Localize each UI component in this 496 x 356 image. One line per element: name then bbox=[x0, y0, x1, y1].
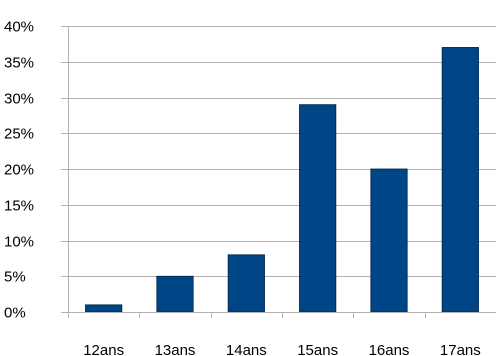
bar-12ans bbox=[85, 304, 123, 313]
y-tick-label: 5% bbox=[4, 269, 26, 286]
y-tick-label: 25% bbox=[4, 126, 34, 143]
y-tick-label: 20% bbox=[4, 162, 34, 179]
bar-14ans bbox=[227, 254, 265, 313]
y-tick-label: 0% bbox=[4, 305, 26, 322]
x-axis-labels: 12ans 13ans 14ans 15ans 16ans 17ans bbox=[83, 342, 481, 356]
gridlines bbox=[61, 26, 496, 277]
bar-17ans bbox=[441, 47, 479, 313]
y-axis-labels: 0% 5% 10% 15% 20% 25% 30% 35% 40% bbox=[4, 19, 34, 322]
x-tick-label: 17ans bbox=[440, 342, 481, 356]
bar-16ans bbox=[370, 168, 408, 313]
y-tick-label: 40% bbox=[4, 19, 34, 36]
y-tick-label: 10% bbox=[4, 234, 34, 251]
bar-15ans bbox=[299, 104, 337, 313]
x-tick-label: 14ans bbox=[226, 342, 267, 356]
x-tick-label: 15ans bbox=[297, 342, 338, 356]
y-tick-label: 15% bbox=[4, 198, 34, 215]
y-tick-label: 35% bbox=[4, 55, 34, 72]
y-tick-label: 30% bbox=[4, 91, 34, 108]
axes bbox=[61, 26, 496, 318]
x-tick-label: 13ans bbox=[155, 342, 196, 356]
bars bbox=[85, 47, 479, 313]
x-tick-label: 12ans bbox=[83, 342, 124, 356]
bar-13ans bbox=[156, 275, 194, 313]
x-tick-label: 16ans bbox=[369, 342, 410, 356]
